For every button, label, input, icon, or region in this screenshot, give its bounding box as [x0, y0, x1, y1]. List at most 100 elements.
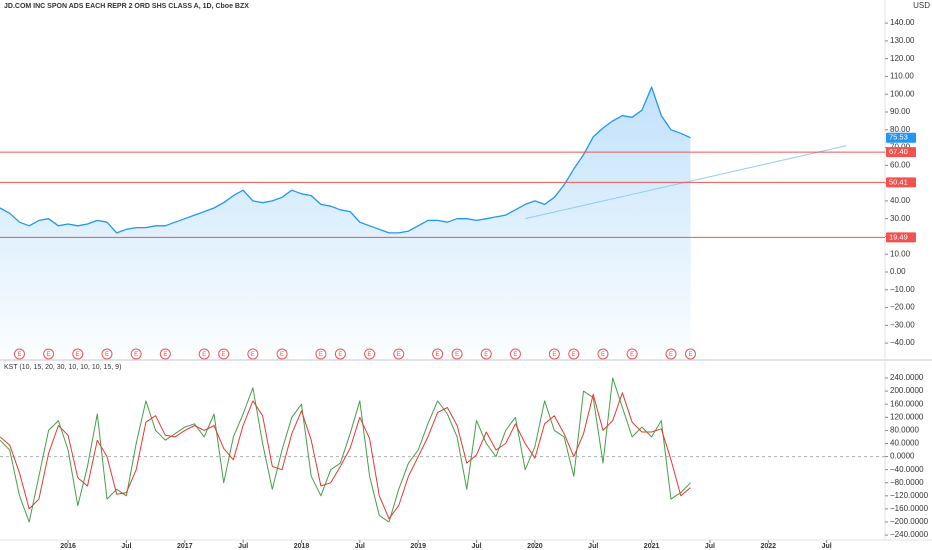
y-tick-label: 40.00 — [890, 196, 911, 205]
y-tick-label: −120.0000 — [890, 491, 929, 500]
earnings-marker — [597, 348, 609, 360]
earnings-marker — [432, 348, 444, 360]
series-line — [0, 377, 691, 523]
indicator-title: KST (10, 15, 20, 30, 10, 10, 10, 15, 9) — [4, 364, 121, 371]
earnings-label: E — [669, 352, 673, 358]
x-tick-label: Jul — [822, 543, 832, 550]
earnings-label: E — [572, 352, 576, 358]
y-tick-label: 80.0000 — [890, 425, 919, 434]
series-line — [0, 392, 691, 520]
y-tick-label: 80.00 — [890, 125, 911, 134]
earnings-marker — [198, 348, 210, 360]
y-tick-label: 30.00 — [890, 214, 911, 223]
y-tick-label: 100.00 — [890, 89, 915, 98]
earnings-label: E — [436, 352, 440, 358]
price-label-box — [886, 147, 916, 158]
x-tick-label: Jul — [705, 543, 715, 550]
x-tick-label: Jul — [355, 543, 365, 550]
y-tick-label: −10.00 — [890, 285, 915, 294]
earnings-label: E — [134, 352, 138, 358]
earnings-marker — [509, 348, 521, 360]
unit-label: USD — [913, 1, 930, 10]
y-tick-label: −200.0000 — [890, 517, 929, 526]
earnings-label: E — [601, 352, 605, 358]
y-tick-label: 90.00 — [890, 107, 911, 116]
earnings-label: E — [202, 352, 206, 358]
y-tick-label: 120.0000 — [890, 412, 924, 421]
earnings-label: E — [76, 352, 80, 358]
y-tick-label: 120.00 — [890, 54, 915, 63]
x-tick-label: 2022 — [761, 543, 777, 550]
earnings-label: E — [513, 352, 517, 358]
earnings-marker — [364, 348, 376, 360]
earnings-label: E — [552, 352, 556, 358]
y-tick-label: 40.0000 — [890, 439, 919, 448]
price-label-box — [886, 177, 916, 188]
y-tick-label: 70.00 — [890, 143, 911, 152]
y-tick-label: −40.00 — [890, 338, 915, 347]
earnings-label: E — [397, 352, 401, 358]
y-tick-label: 10.00 — [890, 249, 911, 258]
earnings-label: E — [47, 352, 51, 358]
y-tick-label: 140.00 — [890, 18, 915, 27]
x-tick-label: Jul — [121, 543, 131, 550]
earnings-marker — [276, 348, 288, 360]
price-label: 50.41 — [889, 177, 908, 186]
earnings-label: E — [163, 352, 167, 358]
earnings-label: E — [319, 352, 323, 358]
y-tick-label: 160.0000 — [890, 399, 924, 408]
earnings-marker — [247, 348, 259, 360]
chart-title: JD.COM INC SPON ADS EACH REPR 2 ORD SHS … — [4, 3, 249, 10]
series-area — [0, 87, 691, 352]
y-tick-label: 0.00 — [890, 267, 906, 276]
earnings-label: E — [484, 352, 488, 358]
y-tick-label: 200.0000 — [890, 386, 924, 395]
y-tick-label: 240.0000 — [890, 373, 924, 382]
x-tick-label: 2016 — [60, 543, 76, 550]
earnings-label: E — [17, 352, 21, 358]
x-tick-label: 2020 — [527, 543, 543, 550]
earnings-marker — [101, 348, 113, 360]
earnings-marker — [334, 348, 346, 360]
price-label: 19.49 — [889, 232, 908, 241]
earnings-marker — [665, 348, 677, 360]
price-label: 67.40 — [889, 147, 908, 156]
y-tick-label: 60.00 — [890, 160, 911, 169]
x-tick-label: 2018 — [294, 543, 310, 550]
earnings-label: E — [251, 352, 255, 358]
earnings-marker — [72, 348, 84, 360]
earnings-marker — [393, 348, 405, 360]
price-label-box — [886, 232, 916, 243]
x-tick-label: 2019 — [410, 543, 426, 550]
last-price-box — [886, 132, 916, 143]
earnings-label: E — [368, 352, 372, 358]
earnings-marker — [13, 348, 25, 360]
y-tick-label: 110.00 — [890, 72, 914, 81]
earnings-label: E — [688, 352, 692, 358]
earnings-label: E — [280, 352, 284, 358]
y-tick-label: 0.0000 — [890, 452, 915, 461]
earnings-marker — [159, 348, 171, 360]
y-tick-label: −240.0000 — [890, 530, 929, 539]
earnings-marker — [43, 348, 55, 360]
earnings-marker — [315, 348, 327, 360]
earnings-label: E — [630, 352, 634, 358]
earnings-marker — [626, 348, 638, 360]
earnings-marker — [130, 348, 142, 360]
earnings-label: E — [455, 352, 459, 358]
x-tick-label: Jul — [588, 543, 598, 550]
y-tick-label: −80.0000 — [890, 478, 924, 487]
x-tick-label: 2017 — [177, 543, 193, 550]
earnings-marker — [218, 348, 230, 360]
earnings-marker — [684, 348, 696, 360]
x-tick-label: Jul — [471, 543, 481, 550]
earnings-marker — [548, 348, 560, 360]
earnings-label: E — [222, 352, 226, 358]
y-tick-label: 130.00 — [890, 36, 915, 45]
earnings-label: E — [338, 352, 342, 358]
plot — [0, 377, 885, 523]
y-tick-label: −40.0000 — [890, 465, 924, 474]
x-tick-label: Jul — [238, 543, 248, 550]
x-tick-label: 2021 — [644, 543, 660, 550]
